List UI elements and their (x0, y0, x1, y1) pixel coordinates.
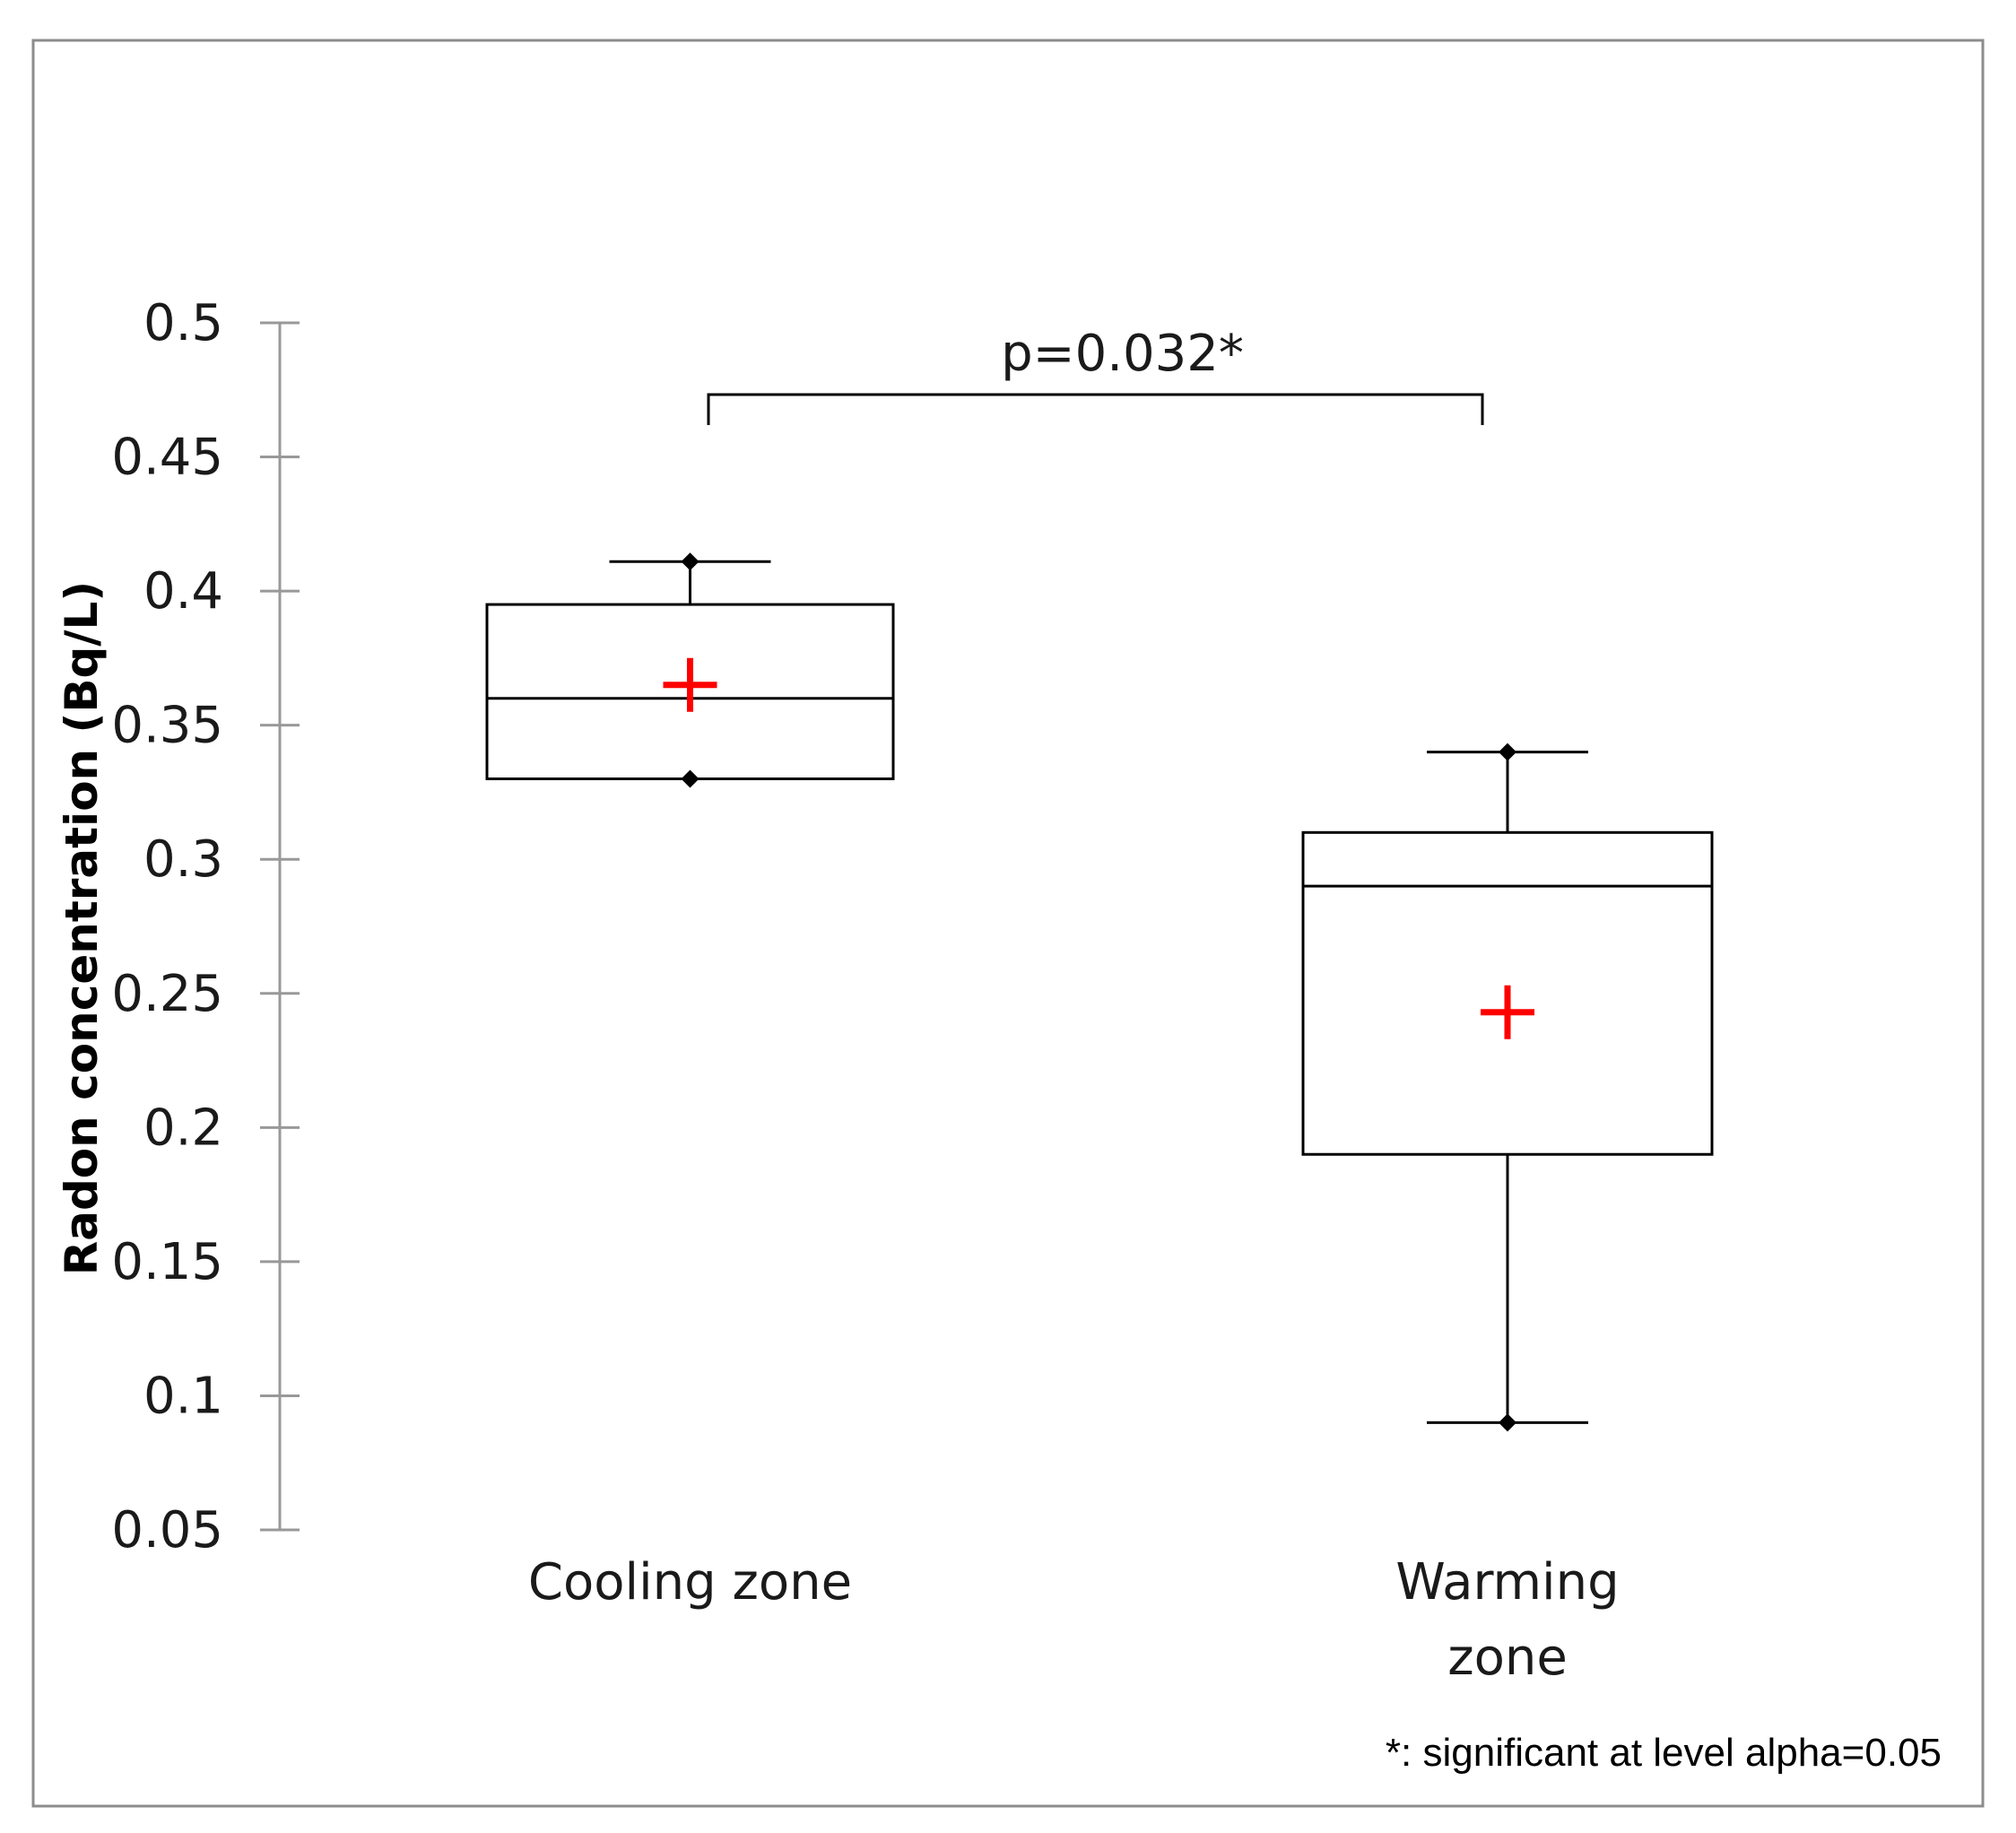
max-marker (681, 552, 700, 571)
box-plots (485, 552, 1714, 1432)
box-1 (485, 552, 895, 788)
x-tick-label: Cooling zone (528, 1553, 852, 1611)
min-marker (681, 769, 700, 788)
x-tick-label-line: zone (1447, 1629, 1568, 1687)
significance-bracket: p=0.032* (707, 325, 1484, 425)
bracket-line (707, 393, 1484, 425)
x-tick-label-line: Warming (1395, 1553, 1619, 1611)
box-2 (1301, 743, 1714, 1432)
y-tick-label: 0.5 (143, 294, 223, 352)
y-axis (260, 321, 300, 1532)
box-iqr (1301, 830, 1714, 1156)
max-marker (1499, 743, 1516, 761)
footnote: *: significant at level alpha=0.05 (1386, 1731, 1942, 1775)
y-tick-label: 0.2 (143, 1099, 223, 1157)
x-tick-label: Warming zone (1395, 1553, 1619, 1687)
y-tick-label: 0.05 (111, 1501, 223, 1559)
min-marker (1499, 1413, 1516, 1432)
y-tick-label: 0.25 (111, 965, 223, 1023)
y-tick-label: 0.35 (111, 697, 223, 755)
y-axis-label: Radon concentration (Bq/L) (56, 581, 108, 1276)
y-tick-label: 0.15 (111, 1233, 223, 1291)
chart-border (31, 39, 1985, 1808)
y-tick-label: 0.4 (143, 562, 223, 621)
y-tick-label: 0.3 (143, 830, 223, 889)
x-tick-labels: Cooling zone Warming zone (528, 1553, 1620, 1687)
y-tick-labels: 0.5 0.45 0.4 0.35 0.3 0.25 0.2 0.15 0.1 0.05 (111, 294, 223, 1559)
y-tick-label: 0.45 (111, 429, 223, 487)
p-value-label: p=0.032* (1001, 325, 1244, 383)
x-tick-label-line: Cooling zone (528, 1553, 852, 1611)
y-tick-label: 0.1 (143, 1367, 223, 1425)
